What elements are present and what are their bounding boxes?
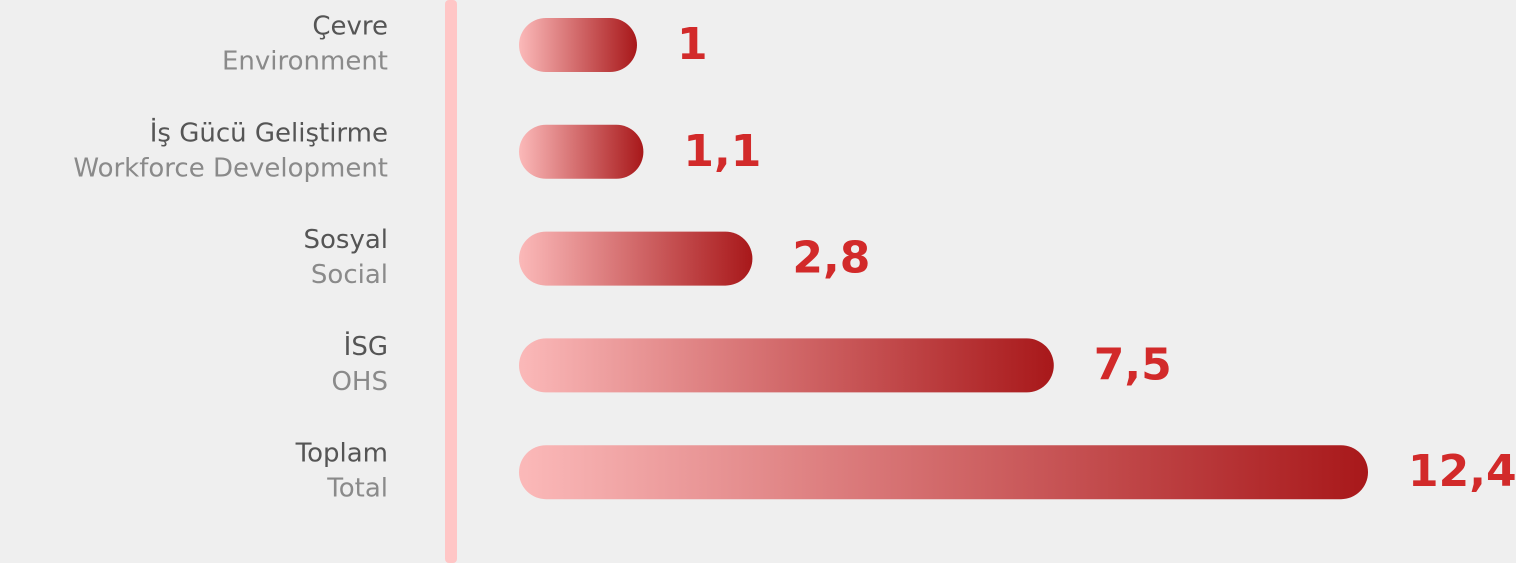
bar	[519, 231, 753, 286]
category-translation: OHS	[331, 367, 388, 397]
value-label: 12,4	[1408, 446, 1516, 497]
bar	[519, 18, 637, 72]
category-label: İSG	[344, 330, 388, 362]
bar	[519, 445, 1368, 500]
category-label: Sosyal	[304, 225, 389, 255]
bar	[519, 124, 644, 179]
bar	[519, 338, 1054, 393]
category-label: Çevre	[312, 12, 388, 42]
value-label: 7,5	[1094, 339, 1172, 390]
value-label: 1,1	[683, 126, 761, 177]
category-label: İş Gücü Geliştirme	[150, 116, 388, 148]
category-translation: Environment	[222, 47, 388, 77]
value-label: 2,8	[792, 233, 870, 284]
divider	[445, 0, 457, 563]
category-label: Toplam	[295, 439, 388, 469]
category-translation: Workforce Development	[73, 153, 388, 183]
value-label: 1	[677, 19, 708, 70]
category-translation: Social	[311, 260, 388, 290]
category-translation: Total	[326, 474, 388, 504]
